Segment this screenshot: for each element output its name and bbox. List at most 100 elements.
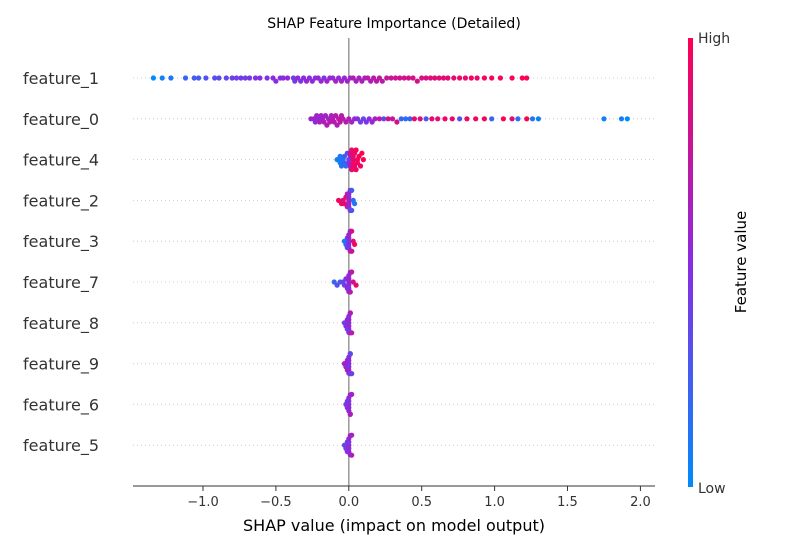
x-axis-label: SHAP value (impact on model output) [243, 516, 545, 535]
data-point [410, 75, 416, 81]
data-point [379, 78, 385, 84]
data-point [419, 75, 425, 81]
data-point [347, 351, 353, 357]
data-point [524, 75, 530, 81]
data-point [389, 116, 396, 122]
data-point [168, 75, 174, 81]
data-point [349, 248, 355, 254]
data-point [182, 75, 189, 81]
data-point [462, 75, 468, 81]
data-point [347, 289, 353, 295]
x-tick-label: −0.5 [260, 495, 292, 510]
data-point [347, 411, 353, 417]
data-point [445, 75, 451, 81]
data-point [489, 116, 495, 122]
data-point [401, 75, 407, 81]
data-point [242, 75, 248, 81]
data-point [349, 391, 355, 397]
colorbar-title: Feature value [732, 211, 750, 313]
data-point [247, 75, 253, 81]
x-tick-label: 1.5 [557, 495, 578, 510]
x-tick-label: 0.5 [411, 495, 432, 510]
x-ticks: −1.0 −0.5 0.0 0.5 1.0 1.5 2.0 [187, 486, 651, 510]
feature-label: feature_2 [23, 191, 99, 211]
data-point [624, 116, 630, 122]
colorbar-high-label: High [698, 31, 730, 47]
data-point [407, 116, 413, 122]
data-point [457, 75, 463, 81]
data-point [481, 116, 487, 122]
data-point [349, 371, 355, 377]
data-point [347, 310, 353, 316]
data-point [473, 116, 479, 122]
feature-label: feature_8 [23, 314, 99, 334]
data-point [474, 75, 480, 81]
data-point [264, 75, 270, 81]
data-point [212, 75, 218, 81]
feature-label: feature_3 [23, 232, 99, 252]
data-point [497, 75, 503, 81]
data-point [489, 75, 495, 81]
feature-label: feature_4 [23, 151, 99, 171]
data-point [372, 116, 378, 122]
data-point [203, 75, 209, 81]
x-tick-label: −1.0 [187, 495, 219, 510]
data-point [394, 119, 400, 125]
data-point [398, 116, 404, 122]
data-point [223, 75, 229, 81]
data-point [238, 75, 244, 81]
data-point [423, 116, 429, 122]
data-point [464, 116, 470, 122]
data-point [280, 75, 286, 81]
data-point [357, 163, 364, 169]
data-point [441, 75, 447, 81]
data-point [349, 228, 355, 234]
data-point [353, 282, 359, 288]
data-point [388, 75, 394, 81]
row-guides [133, 77, 655, 446]
data-point [397, 75, 403, 81]
colorbar [688, 38, 693, 487]
data-point [381, 116, 387, 122]
data-point [411, 116, 417, 122]
data-point [535, 116, 542, 122]
data-point [423, 75, 429, 81]
data-point [427, 75, 434, 81]
data-point [191, 75, 197, 81]
colorbar-low-label: Low [698, 481, 726, 497]
points [150, 75, 630, 458]
feature-label: feature_1 [23, 69, 99, 89]
data-point [229, 75, 235, 81]
data-point [376, 116, 382, 122]
data-point [352, 241, 358, 247]
data-point [436, 75, 442, 81]
x-tick-label: 0.0 [338, 495, 359, 510]
data-point [384, 75, 390, 81]
data-point [353, 147, 359, 153]
data-point [515, 116, 521, 122]
data-point [359, 150, 365, 156]
data-point [392, 75, 399, 81]
data-point [353, 167, 359, 173]
data-point [417, 116, 423, 122]
data-point [618, 116, 625, 122]
data-point [285, 75, 291, 81]
data-point [524, 116, 530, 122]
data-point [273, 78, 279, 84]
data-point [216, 75, 222, 81]
data-point [451, 75, 457, 81]
data-point [352, 201, 358, 207]
data-point [519, 75, 525, 81]
data-point [349, 452, 355, 458]
data-point [435, 116, 441, 122]
data-point [252, 75, 259, 81]
data-point [233, 75, 240, 81]
data-point [449, 116, 455, 122]
data-point [442, 116, 448, 122]
x-tick-label: 2.0 [630, 495, 651, 510]
feature-label: feature_9 [23, 355, 99, 375]
data-point [385, 116, 391, 122]
data-point [150, 75, 156, 81]
data-point [257, 75, 263, 81]
